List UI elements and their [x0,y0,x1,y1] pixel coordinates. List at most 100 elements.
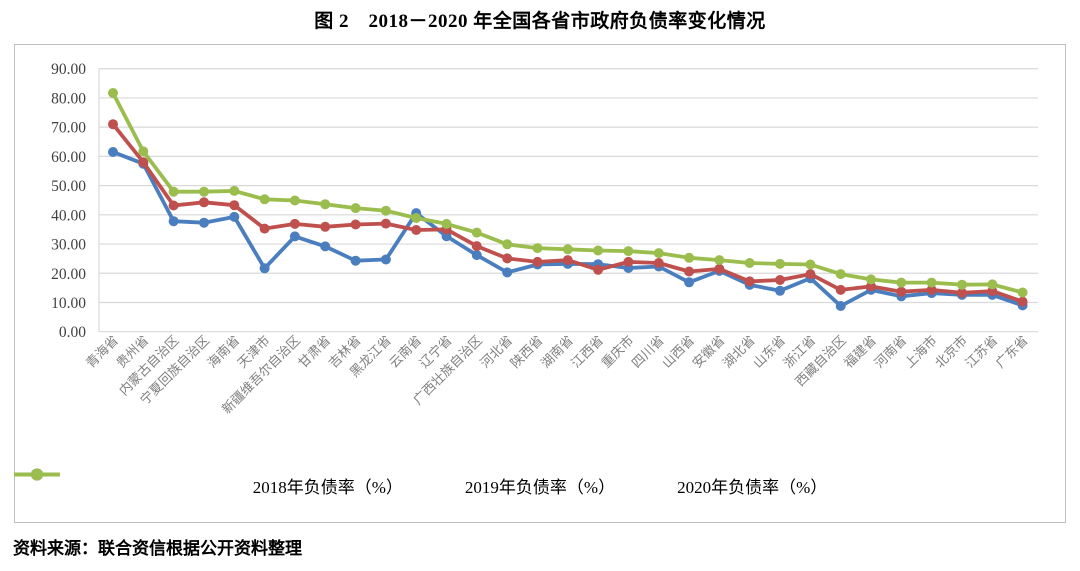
data-point-2020 [320,199,331,210]
chart-legend: 2018年负债率（%） 2019年负债率（%） 2020年负债率（%） [14,468,1066,502]
data-point-2020 [684,252,695,263]
data-point-2018 [289,231,300,242]
y-tick-label: 0.00 [59,324,86,341]
data-point-2020 [441,218,452,229]
y-tick-label: 90.00 [51,61,86,78]
data-point-2019 [866,281,876,292]
data-point-2019 [411,225,422,235]
chart-border [14,44,1066,523]
x-tick-label: 海南省 [204,333,242,371]
data-point-2020 [714,255,725,266]
data-point-2019 [532,256,543,267]
line-chart-svg: 0.00 10.00 20.00 30.00 40.00 50.00 60.00 70.00 8… [14,44,1066,523]
data-point-2019 [380,218,391,229]
y-tick-label: 30.00 [51,237,86,254]
data-point-2020 [744,258,755,268]
x-tick-label: 甘肃省 [295,333,333,371]
data-point-2020 [411,213,422,223]
data-point-2020 [593,245,604,256]
x-tick-label: 湖南省 [538,333,576,371]
y-tick-label: 20.00 [51,266,86,283]
x-tick-label: 青海省 [83,333,121,371]
data-point-2019 [835,284,846,295]
x-tick-label: 湖北省 [720,333,758,371]
data-point-2020 [471,227,482,238]
data-point-2018 [350,255,361,266]
data-point-2018 [259,263,270,274]
x-tick-label: 广东省 [993,333,1031,371]
data-point-2019 [744,276,755,287]
data-point-2018 [835,301,846,311]
data-point-2019 [957,287,967,298]
data-point-2018 [775,285,785,296]
data-point-2019 [199,197,209,208]
data-point-2018 [380,254,391,265]
chart-frame: 0.00 10.00 20.00 30.00 40.00 50.00 60.00 70.00 8… [14,44,1066,523]
series-line-2019 [111,122,1025,304]
data-point-2019 [502,253,513,264]
legend-marker-icon [14,468,60,481]
data-point-2018 [199,217,209,228]
data-point-2019 [350,219,361,230]
data-point-2019 [289,218,300,229]
data-point-2019 [320,221,331,232]
data-point-2018 [502,267,513,278]
data-point-2020 [229,185,240,196]
x-tick-label: 山东省 [750,333,788,371]
data-point-2020 [866,274,876,285]
data-point-2019 [714,263,725,274]
x-tick-label: 四川省 [629,333,667,371]
x-tick-label: 河南省 [871,333,909,371]
data-point-2020 [653,248,664,259]
data-point-2020 [199,186,209,197]
y-tick-label: 50.00 [51,178,86,195]
y-tick-label: 60.00 [51,149,86,166]
data-point-2019 [896,286,907,297]
data-point-2020 [380,205,391,216]
legend-item-2018: 2018年负债率（%） [14,468,403,498]
x-tick-label: 河北省 [477,333,515,371]
data-point-2020 [138,146,149,157]
data-point-2019 [623,256,634,267]
x-tick-label: 安徽省 [689,333,727,371]
data-point-2020 [926,277,937,288]
x-tick-label: 北京市 [932,333,970,371]
data-point-2020 [259,194,270,205]
data-point-2020 [1017,287,1028,298]
data-point-2020 [168,186,179,197]
data-point-2018 [108,147,118,157]
data-point-2020 [805,259,816,270]
data-point-2018 [229,211,240,222]
y-tick-label: 10.00 [51,295,86,312]
x-tick-label: 江苏省 [962,333,1000,371]
data-point-2018 [684,277,695,288]
data-point-2019 [229,200,240,211]
x-tick-label: 重庆市 [598,333,636,371]
legend-label: 2019年负债率（%） [464,477,616,497]
data-point-2020 [957,279,967,290]
data-point-2020 [623,246,634,257]
data-point-2019 [684,266,695,277]
data-point-2020 [835,269,846,280]
data-point-2019 [562,255,573,266]
data-point-2020 [502,239,513,250]
x-tick-label: 陕西省 [507,333,545,371]
data-point-2019 [653,258,664,268]
x-tick-label: 山西省 [659,333,697,371]
x-tick-label: 云南省 [386,333,424,371]
data-point-2019 [775,275,785,285]
data-point-2020 [289,195,300,206]
data-point-2020 [532,243,543,254]
data-point-2019 [926,284,937,295]
legend-item-2019: 2019年负债率（%） [14,468,616,498]
page-title: 图 2 2018－2020 年全国各省市政府负债率变化情况 [314,11,766,32]
data-point-2020 [896,277,907,288]
data-point-2019 [1017,296,1028,307]
source-note: 资料来源：联合资信根据公开资料整理 [13,539,302,558]
data-point-2020 [562,244,573,255]
x-tick-label: 上海市 [902,333,940,371]
data-point-2018 [168,216,179,227]
data-point-2019 [471,241,482,252]
data-point-2019 [259,223,270,234]
x-tick-label: 江西省 [568,333,606,371]
